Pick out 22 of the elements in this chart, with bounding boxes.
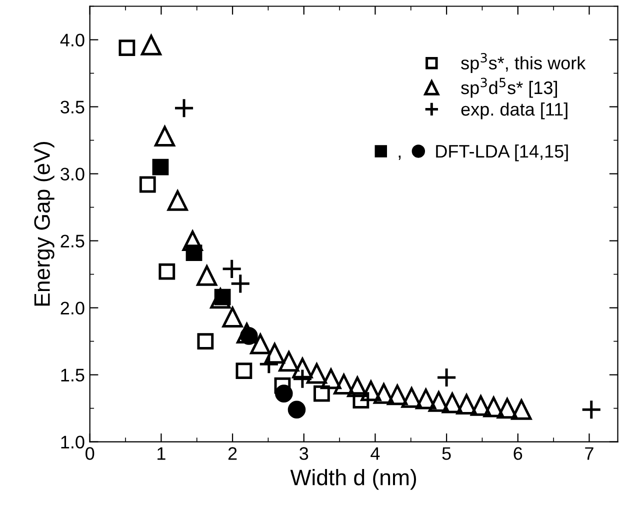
y-axis-title: Energy Gap (eV)	[34, 142, 54, 306]
y-tick-label: 2.5	[60, 234, 84, 248]
y-tick-label: 4.0	[60, 34, 84, 46]
x-tick-label: 5	[442, 447, 451, 460]
x-tick-label: 0	[86, 447, 94, 460]
legend-label: exp. data [11]	[461, 102, 568, 120]
x-tick-label: 7	[585, 447, 594, 460]
y-tick-label: 1.0	[61, 436, 84, 449]
x-tick-label: 2	[228, 447, 237, 460]
x-tick-label: 4	[370, 447, 380, 460]
x-tick-label: 6	[514, 447, 522, 460]
legend-label: ,	[398, 156, 401, 160]
x-tick-label: 3	[300, 447, 308, 460]
y-tick-label: 3.5	[60, 100, 84, 114]
legend-label: sp$^{3}$s*, this work	[461, 52, 586, 74]
x-tick-label: 1	[158, 447, 166, 460]
y-tick-label: 3.0	[60, 168, 84, 180]
x-axis-title: Width d (nm)	[290, 469, 416, 490]
y-tick-label: 2.0	[60, 302, 84, 315]
legend-label: DFT-LDA [14,15]	[436, 144, 568, 162]
y-tick-label: 1.5	[61, 368, 84, 382]
legend-label: sp$^{3}$d$^{5}$s* [13]	[461, 78, 557, 98]
